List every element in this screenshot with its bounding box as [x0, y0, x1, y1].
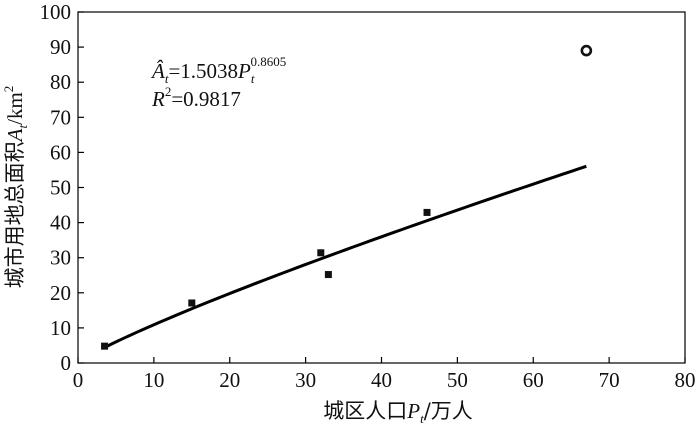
x-axis-title: 城区人口Pt/万人	[323, 399, 473, 425]
y-tick-label: 0	[61, 351, 72, 375]
x-tick-label: 40	[371, 368, 392, 392]
data-point	[101, 342, 109, 350]
x-tick-label: 20	[219, 368, 240, 392]
data-point	[188, 299, 196, 307]
x-tick-label: 30	[295, 368, 316, 392]
y-axis-title: 城市用地总面积At/km2	[1, 86, 30, 289]
x-tick-label: 60	[523, 368, 544, 392]
regression-equation: Ât=1.5038Pt0.8605	[150, 54, 286, 86]
y-tick-label: 70	[50, 105, 71, 129]
y-tick-label: 50	[50, 176, 71, 200]
data-points	[101, 208, 431, 350]
y-tick-label: 90	[50, 35, 71, 59]
y-tick-label: 40	[50, 211, 71, 235]
y-tick-label: 100	[40, 0, 72, 24]
x-tick-label: 10	[143, 368, 164, 392]
fit-curve	[103, 164, 587, 349]
y-tick-label: 80	[50, 70, 71, 94]
y-tick-label: 60	[50, 140, 71, 164]
y-tick-label: 10	[50, 316, 71, 340]
y-tick-label: 20	[50, 281, 71, 305]
x-tick-label: 50	[447, 368, 468, 392]
x-tick-label: 0	[73, 368, 84, 392]
x-tick-label: 70	[599, 368, 620, 392]
y-tick-label: 30	[50, 246, 71, 270]
data-point	[324, 271, 332, 279]
r-squared-label: R2=0.9817	[151, 84, 241, 111]
data-point	[317, 249, 325, 257]
x-tick-label: 80	[675, 368, 696, 392]
y-axis-ticks: 0 10 20 30 40 50 60 70 80 90 100	[40, 0, 84, 375]
outlier-point	[580, 44, 593, 57]
data-point	[423, 208, 431, 216]
x-axis-ticks: 0 10 20 30 40 50 60 70 80	[73, 357, 696, 392]
